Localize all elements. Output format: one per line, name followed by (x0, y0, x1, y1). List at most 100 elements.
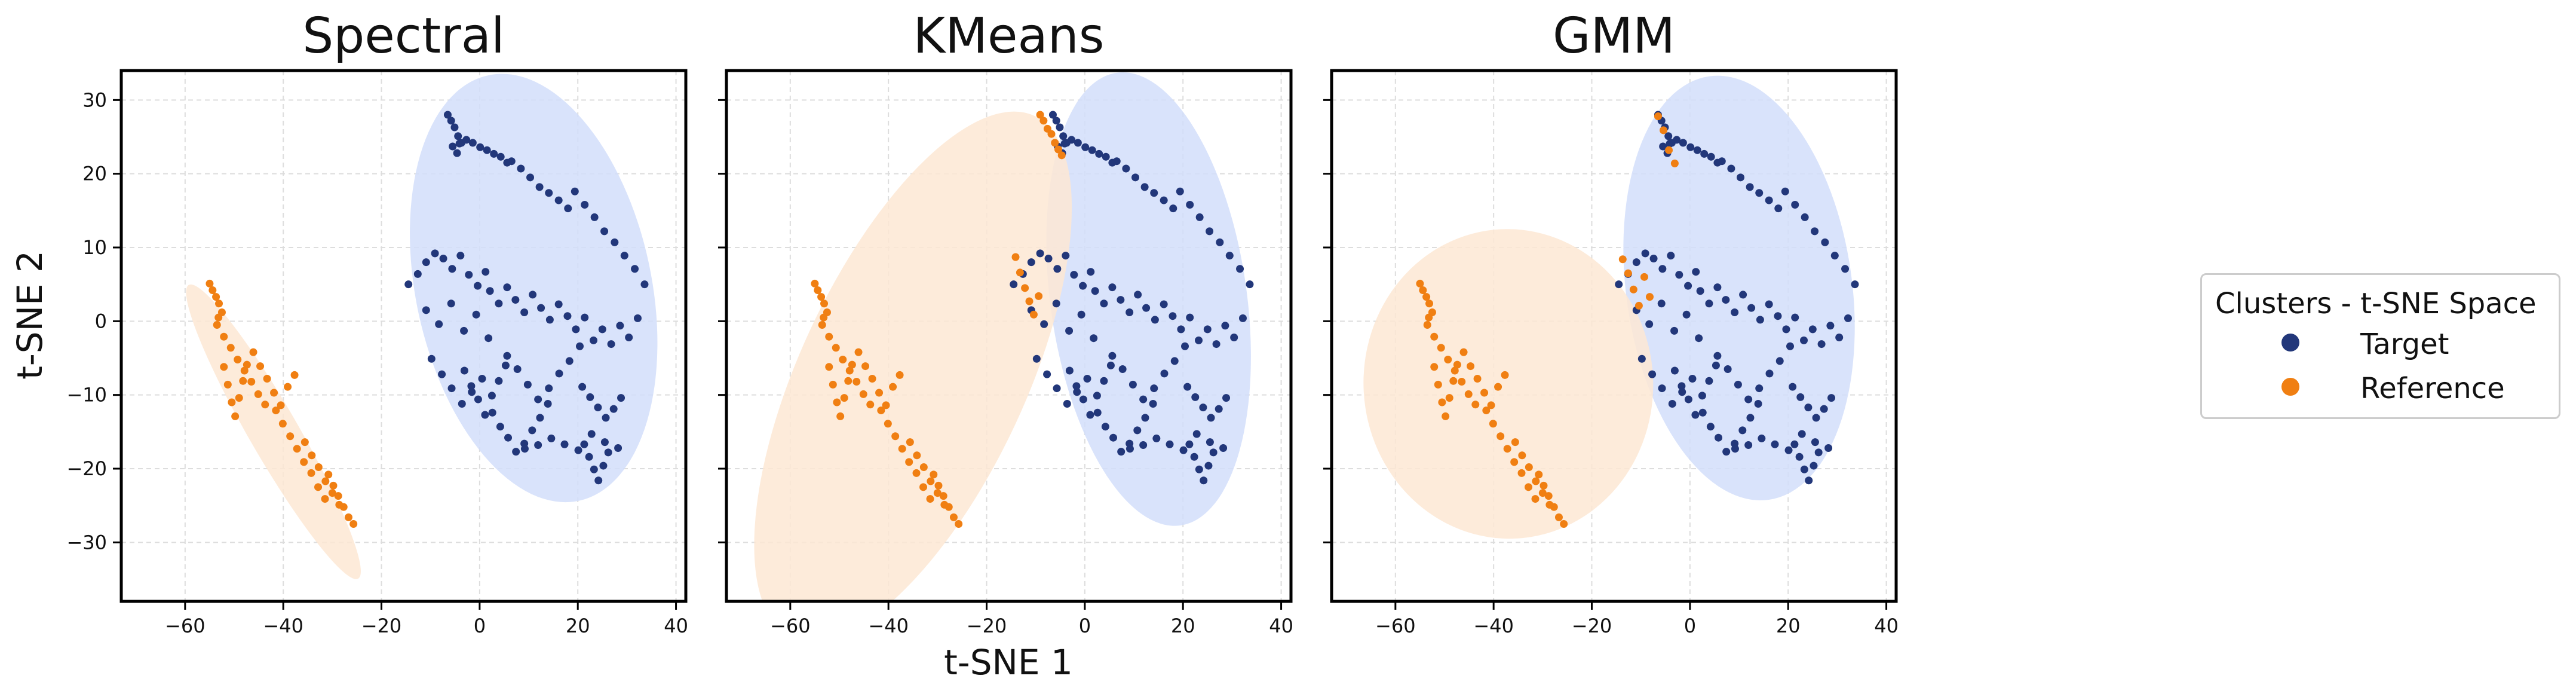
target-point (1128, 380, 1137, 389)
target-point (1755, 189, 1764, 197)
reference-point (896, 371, 904, 379)
reference-point (939, 492, 947, 500)
target-point (1086, 411, 1094, 419)
reference-point (243, 360, 251, 369)
x-tick-label: 40 (1874, 615, 1899, 637)
y-tick-label: −30 (66, 531, 107, 554)
target-point (1212, 340, 1220, 349)
target-point (1053, 265, 1062, 273)
target-point (496, 152, 505, 161)
target-point (581, 313, 589, 322)
reference-point (300, 438, 309, 447)
target-point (1684, 282, 1692, 290)
reference-point (272, 406, 280, 415)
reference-point (1430, 332, 1439, 341)
reference-point (1517, 469, 1526, 477)
reference-point (1029, 310, 1038, 319)
target-point (1658, 384, 1666, 393)
reference-point (308, 451, 316, 460)
target-point (581, 200, 589, 209)
target-point (1645, 320, 1654, 328)
target-point (1804, 404, 1813, 412)
target-point (528, 426, 536, 435)
target-point (1667, 252, 1675, 260)
target-point (439, 255, 447, 262)
target-point (600, 227, 609, 236)
target-point (1771, 440, 1779, 448)
target-point (1754, 399, 1762, 408)
reference-point (290, 371, 299, 379)
target-point (1100, 377, 1108, 385)
target-point (1186, 200, 1194, 209)
reference-point (1430, 363, 1439, 371)
reference-point (344, 513, 352, 521)
target-point (1215, 405, 1223, 413)
target-point (1805, 476, 1813, 485)
reference-point (933, 489, 942, 497)
reference-point (1645, 293, 1654, 301)
target-point (611, 238, 619, 246)
y-tick-label: 20 (82, 163, 107, 185)
x-tick-label: 40 (1269, 615, 1293, 637)
reference-point (212, 293, 220, 301)
reference-point (293, 445, 301, 453)
target-point (1812, 414, 1820, 422)
target-point (529, 291, 537, 299)
target-point (435, 320, 443, 328)
target-point (1796, 393, 1805, 401)
target-point (1074, 139, 1082, 147)
y-tick-label: 30 (82, 88, 107, 111)
legend-label-target: Target (2360, 328, 2449, 361)
x-tick-label: 20 (1171, 615, 1195, 637)
reference-point (1511, 438, 1519, 447)
reference-point (226, 344, 235, 352)
target-point (458, 399, 466, 408)
target-point (614, 444, 622, 452)
target-point (607, 340, 615, 349)
target-point (594, 404, 602, 412)
target-point (537, 304, 545, 312)
reference-point (1425, 299, 1434, 308)
target-point (616, 322, 624, 330)
reference-point (220, 332, 228, 341)
target-point (488, 408, 496, 417)
reference-point (840, 394, 848, 402)
reference-point (1054, 145, 1062, 154)
target-point (1044, 255, 1053, 262)
target-point (453, 149, 461, 157)
reference-point (1525, 483, 1533, 491)
target-point (617, 394, 625, 402)
target-point (517, 164, 525, 173)
reference-point (861, 362, 870, 371)
target-point (1835, 333, 1844, 341)
reference-point (1444, 355, 1452, 363)
reference-point (811, 279, 819, 288)
target-point (1851, 280, 1859, 289)
reference-ellipse (1363, 229, 1654, 539)
target-point (625, 333, 633, 341)
reference-point (1518, 451, 1526, 460)
target-point (1093, 392, 1101, 400)
target-point (1027, 258, 1035, 267)
x-tick-label: −60 (770, 615, 811, 637)
reference-point (1016, 268, 1024, 277)
reference-point (254, 390, 262, 398)
target-point (594, 476, 603, 485)
reference-point (1036, 111, 1044, 119)
x-tick-label: 40 (664, 615, 688, 637)
reference-point (239, 377, 247, 385)
target-point (1673, 136, 1681, 144)
target-point (474, 282, 482, 290)
legend-title: Clusters - t-SNE Space (2215, 287, 2537, 320)
plot-area (121, 71, 686, 601)
reference-point (328, 489, 336, 497)
reference-ellipse (186, 284, 361, 579)
target-point (1149, 399, 1157, 408)
target-point (576, 342, 584, 350)
target-point (580, 440, 588, 448)
target-point (1222, 394, 1231, 402)
reference-point (898, 445, 906, 453)
target-point (1826, 322, 1835, 330)
reference-point (913, 451, 921, 460)
target-point (1091, 287, 1099, 295)
